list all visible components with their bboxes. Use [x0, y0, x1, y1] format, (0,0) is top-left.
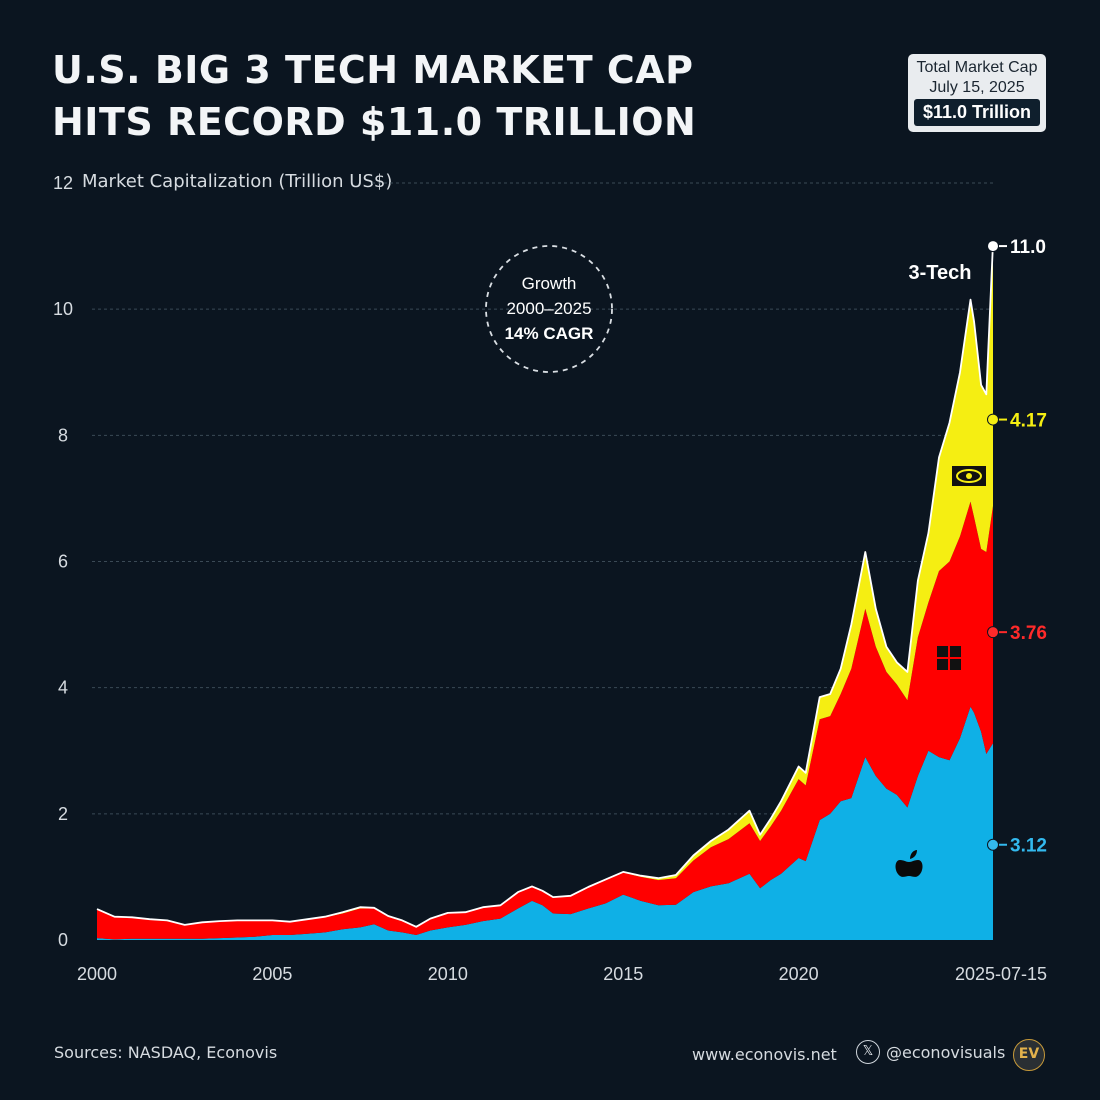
end-markers: 11.0 4.17 3.76 3.12 [987, 237, 1047, 857]
y-tick-2: 2 [58, 804, 68, 824]
area-microsoft [97, 501, 993, 940]
end-marker-nvidia-label: 4.17 [1010, 411, 1047, 432]
y-axis-label: Market Capitalization (Trillion US$) [82, 171, 393, 192]
series-label-3-tech: 3-Tech [909, 262, 972, 284]
x-logo-icon: 𝕏 [856, 1040, 880, 1064]
growth-line-1: Growth [522, 274, 577, 293]
y-tick-6: 6 [58, 552, 68, 572]
end-marker-total-label: 11.0 [1010, 237, 1046, 258]
badge-label: Total Market Cap [916, 59, 1038, 76]
x-tick-2015: 2015 [603, 964, 643, 984]
axis-ticks: 0 2 4 6 8 10 12 2000 2005 2010 2015 2020 2025-07-15 [53, 173, 1047, 984]
total-market-cap-badge: Total Market Cap July 15, 2025 $11.0 Tri… [908, 54, 1046, 132]
windows-logo-icon [937, 646, 961, 670]
y-tick-12: 12 [53, 173, 73, 193]
x-tick-2005: 2005 [252, 964, 292, 984]
x-tick-2000: 2000 [77, 964, 117, 984]
badge-date: July 15, 2025 [929, 79, 1025, 96]
growth-line-2: 2000–2025 [506, 299, 591, 318]
y-tick-0: 0 [58, 930, 68, 950]
end-marker-microsoft-label: 3.76 [1010, 623, 1047, 644]
title-line-2: HITS RECORD $11.0 TRILLION [52, 100, 697, 144]
end-marker-microsoft-dot [987, 626, 999, 639]
apple-logo-icon [895, 850, 923, 877]
badge-value: $11.0 Trillion [914, 99, 1040, 126]
end-marker-apple-dot [987, 838, 999, 851]
growth-annotation: Growth 2000–2025 14% CAGR [485, 245, 613, 373]
sources-text: Sources: NASDAQ, Econovis [54, 1043, 278, 1062]
area-apple [97, 706, 993, 940]
nvidia-eye-icon [952, 466, 986, 486]
total-line [96, 242, 994, 928]
y-tick-4: 4 [58, 678, 68, 698]
x-tick-2025-07-15: 2025-07-15 [955, 964, 1047, 984]
website-link[interactable]: www.econovis.net [692, 1045, 837, 1064]
econovis-logo: EV [1013, 1039, 1045, 1071]
growth-annotation-circle [485, 245, 613, 373]
x-tick-2010: 2010 [428, 964, 468, 984]
y-tick-8: 8 [58, 425, 68, 445]
stacked-areas [96, 242, 994, 940]
growth-line-3: 14% CAGR [505, 324, 594, 343]
title-line-1: U.S. BIG 3 TECH MARKET CAP [52, 48, 694, 92]
end-marker-total-dot [987, 240, 999, 253]
x-tick-2020: 2020 [779, 964, 819, 984]
social-handle-link[interactable]: @econovisuals [886, 1043, 1006, 1062]
end-marker-nvidia-dot [987, 413, 999, 426]
end-marker-apple-label: 3.12 [1010, 836, 1047, 857]
page-title: U.S. BIG 3 TECH MARKET CAP HITS RECORD $… [52, 44, 696, 148]
y-tick-10: 10 [53, 299, 73, 319]
